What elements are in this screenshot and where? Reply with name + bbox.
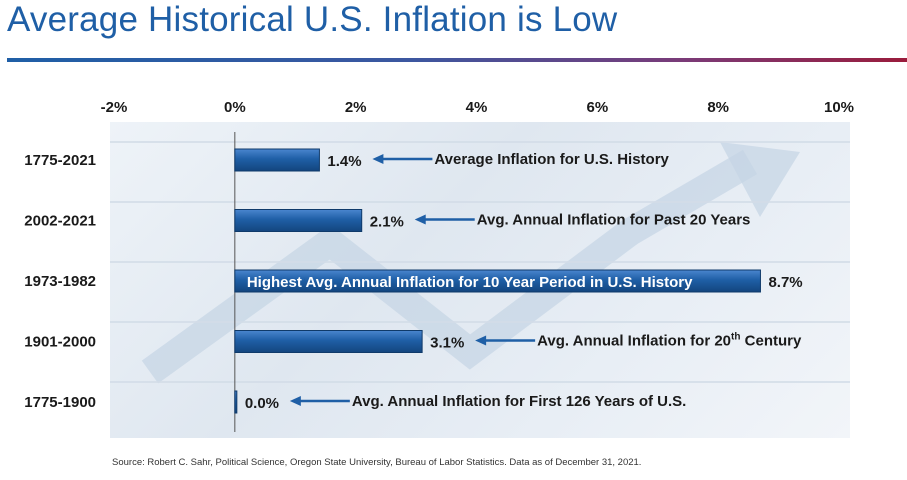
title-divider xyxy=(7,58,907,62)
data-label: 8.7% xyxy=(768,274,802,291)
data-label: 1.4% xyxy=(327,153,361,170)
x-tick-label: -2% xyxy=(101,99,128,116)
annotation-label: Avg. Annual Inflation for 20th Century xyxy=(537,332,802,350)
data-label: 2.1% xyxy=(370,214,404,231)
page-title: Average Historical U.S. Inflation is Low xyxy=(7,0,618,39)
x-tick-label: 10% xyxy=(824,99,854,116)
arrow-head xyxy=(475,335,487,346)
x-tick-label: 6% xyxy=(586,99,608,116)
bar xyxy=(234,269,761,293)
bar xyxy=(234,330,423,353)
bar xyxy=(234,209,363,232)
source-note: Source: Robert C. Sahr, Political Scienc… xyxy=(112,457,642,468)
x-tick-label: 8% xyxy=(707,99,729,116)
category-label: 1973-1982 xyxy=(24,273,96,290)
x-tick-label: 4% xyxy=(466,99,488,116)
category-label: 1901-2000 xyxy=(24,334,96,351)
arrow-head xyxy=(414,214,426,225)
annotation-label: Highest Avg. Annual Inflation for 10 Yea… xyxy=(247,274,693,291)
annotation-label: Avg. Annual Inflation for First 126 Year… xyxy=(352,393,687,410)
annotation-label: Avg. Annual Inflation for Past 20 Years xyxy=(477,212,751,229)
arrow-head xyxy=(289,396,301,406)
data-label: 0.0% xyxy=(245,395,279,412)
category-label: 1775-1900 xyxy=(24,394,96,411)
data-label: 3.1% xyxy=(430,335,464,352)
bar xyxy=(234,148,320,172)
annotation-label: Average Inflation for U.S. History xyxy=(434,151,669,168)
arrow-head xyxy=(372,154,384,164)
x-tick-label: 2% xyxy=(345,99,367,116)
bar xyxy=(234,390,238,414)
category-label: 2002-2021 xyxy=(24,213,96,230)
x-tick-label: 0% xyxy=(224,99,246,116)
category-label: 1775-2021 xyxy=(24,152,96,169)
